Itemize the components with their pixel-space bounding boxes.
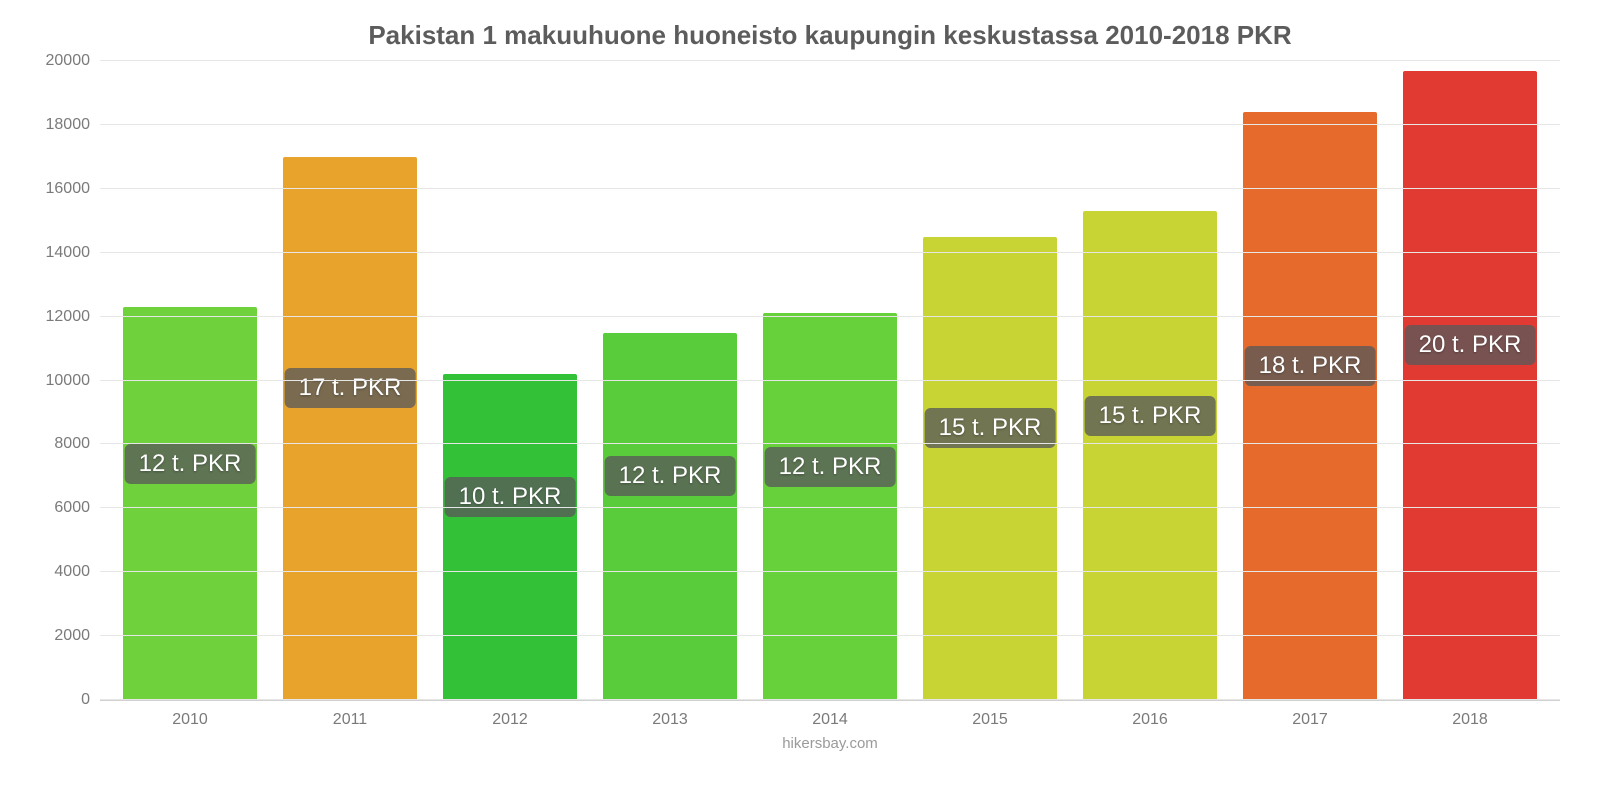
bar: 20 t. PKR — [1403, 71, 1537, 700]
bar-slot: 17 t. PKR — [270, 61, 430, 700]
bar-value-label: 15 t. PKR — [1085, 396, 1216, 436]
bar: 12 t. PKR — [603, 333, 737, 700]
y-tick-label: 14000 — [30, 244, 90, 262]
y-tick-label: 6000 — [30, 499, 90, 517]
bar-value-label: 17 t. PKR — [285, 368, 416, 408]
bar-slot: 10 t. PKR — [430, 61, 590, 700]
bars-group: 12 t. PKR 17 t. PKR 10 t. PKR 12 t. PKR 12 t… — [100, 61, 1560, 700]
bar-slot: 12 t. PKR — [750, 61, 910, 700]
y-tick-label: 16000 — [30, 180, 90, 198]
gridline — [100, 252, 1560, 253]
x-axis: 201020112012201320142015201620172018 — [100, 701, 1560, 729]
gridline — [100, 571, 1560, 572]
y-tick-label: 18000 — [30, 116, 90, 134]
bar-slot: 12 t. PKR — [110, 61, 270, 700]
bar-slot: 12 t. PKR — [590, 61, 750, 700]
y-tick-label: 0 — [30, 691, 90, 709]
attribution-text: hikersbay.com — [100, 735, 1560, 752]
x-tick-label: 2011 — [270, 711, 430, 729]
x-tick-label: 2018 — [1390, 711, 1550, 729]
gridline — [100, 316, 1560, 317]
bar: 18 t. PKR — [1243, 112, 1377, 700]
bar: 12 t. PKR — [123, 307, 257, 700]
gridline — [100, 60, 1560, 61]
y-tick-label: 2000 — [30, 627, 90, 645]
gridline — [100, 380, 1560, 381]
bar: 15 t. PKR — [1083, 211, 1217, 700]
chart-container: Pakistan 1 makuuhuone huoneisto kaupungi… — [0, 0, 1600, 800]
bar-value-label: 20 t. PKR — [1405, 325, 1536, 365]
x-tick-label: 2012 — [430, 711, 590, 729]
bar-slot: 15 t. PKR — [1070, 61, 1230, 700]
bar-slot: 20 t. PKR — [1390, 61, 1550, 700]
bar-value-label: 10 t. PKR — [445, 477, 576, 517]
gridline — [100, 188, 1560, 189]
bar-value-label: 15 t. PKR — [925, 408, 1056, 448]
bar-slot: 15 t. PKR — [910, 61, 1070, 700]
x-tick-label: 2016 — [1070, 711, 1230, 729]
gridline — [100, 699, 1560, 700]
gridline — [100, 507, 1560, 508]
x-tick-label: 2014 — [750, 711, 910, 729]
y-tick-label: 4000 — [30, 563, 90, 581]
x-tick-label: 2013 — [590, 711, 750, 729]
x-tick-label: 2010 — [110, 711, 270, 729]
x-tick-label: 2015 — [910, 711, 1070, 729]
chart-title: Pakistan 1 makuuhuone huoneisto kaupungi… — [100, 20, 1560, 51]
bar-value-label: 12 t. PKR — [765, 447, 896, 487]
bar-value-label: 12 t. PKR — [125, 444, 256, 484]
gridline — [100, 635, 1560, 636]
bar: 10 t. PKR — [443, 374, 577, 700]
plot-area: 12 t. PKR 17 t. PKR 10 t. PKR 12 t. PKR 12 t… — [100, 61, 1560, 701]
y-tick-label: 8000 — [30, 435, 90, 453]
bar-value-label: 12 t. PKR — [605, 456, 736, 496]
bar-slot: 18 t. PKR — [1230, 61, 1390, 700]
y-tick-label: 10000 — [30, 372, 90, 390]
y-tick-label: 20000 — [30, 52, 90, 70]
gridline — [100, 443, 1560, 444]
gridline — [100, 124, 1560, 125]
y-tick-label: 12000 — [30, 308, 90, 326]
bar: 17 t. PKR — [283, 157, 417, 700]
x-tick-label: 2017 — [1230, 711, 1390, 729]
bar: 15 t. PKR — [923, 237, 1057, 700]
